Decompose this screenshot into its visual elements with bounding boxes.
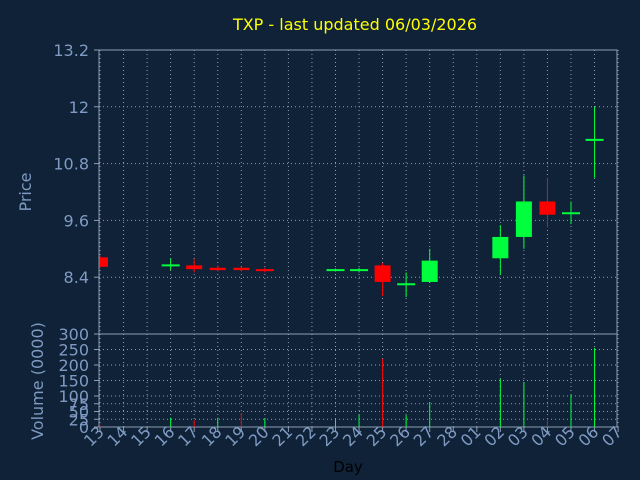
candle-body xyxy=(100,257,108,267)
price-tick-label: 9.6 xyxy=(64,211,89,230)
price-tick-label: 10.8 xyxy=(53,155,89,174)
price-plot-area xyxy=(98,49,618,335)
volume-tick-label: 200 xyxy=(58,356,89,375)
price-panel: 8.4 9.6 10.8 12 13.2 xyxy=(53,41,619,335)
candle-body xyxy=(515,201,532,237)
volume-tick-label: 100 xyxy=(58,387,89,406)
candle-body xyxy=(209,267,226,271)
candle-body xyxy=(539,201,556,215)
x-axis-label: Day xyxy=(333,458,363,476)
volume-tick-label: 75 xyxy=(69,395,89,414)
candle-body xyxy=(186,265,203,270)
volume-plot-area xyxy=(98,333,618,428)
volume-tick-label: 150 xyxy=(58,372,89,391)
x-axis: 1314151617181920212223242526272801020304… xyxy=(80,422,626,450)
candle-body xyxy=(374,265,391,282)
volume-tick-label: 250 xyxy=(58,341,89,360)
candle-body xyxy=(233,267,250,271)
volume-axis-label: Volume (0000) xyxy=(28,322,47,440)
candle-body xyxy=(421,260,438,282)
chart-title: TXP - last updated 06/03/2026 xyxy=(232,15,477,34)
price-axis-label: Price xyxy=(16,172,35,211)
volume-tick-label: 0 xyxy=(79,418,89,437)
volume-tick-label: 50 xyxy=(69,403,89,422)
price-tick-label: 13.2 xyxy=(53,41,89,60)
price-tick-label: 12 xyxy=(69,98,89,117)
price-tick-label: 8.4 xyxy=(64,268,89,287)
volume-tick-label: 25 xyxy=(69,410,89,429)
candle-body xyxy=(492,236,509,259)
volume-tick-label: 300 xyxy=(58,325,89,344)
